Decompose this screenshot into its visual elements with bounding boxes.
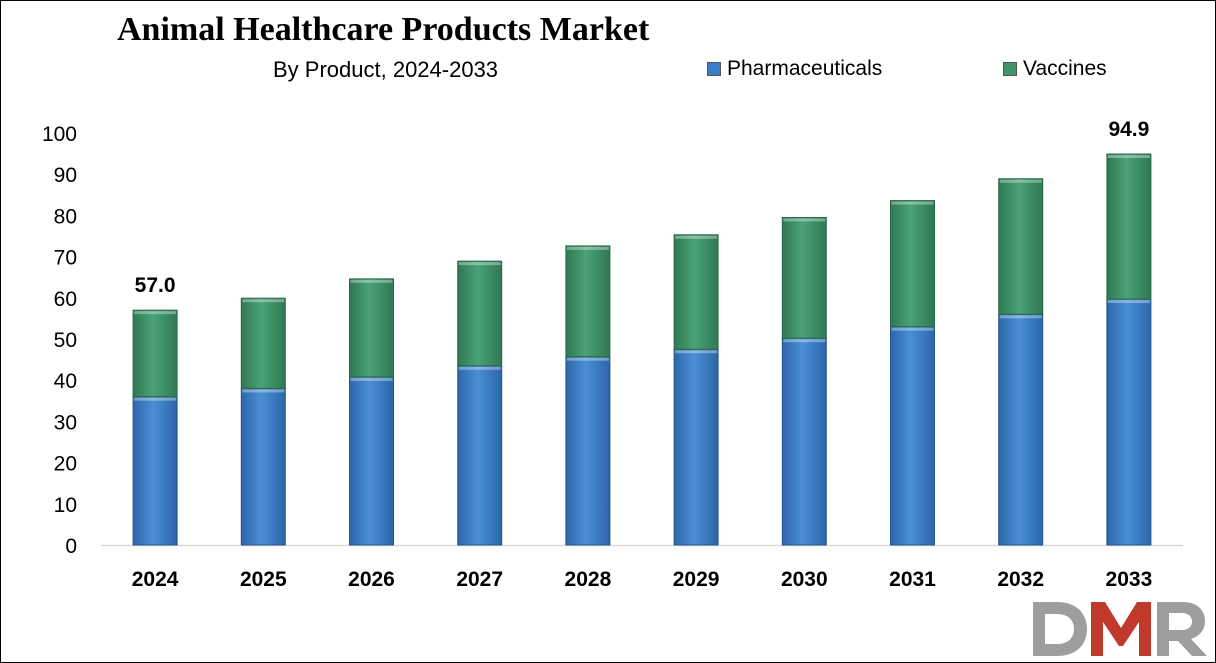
- bar-cap-vaccines-2025: [242, 299, 285, 303]
- chart-subtitle: By Product, 2024-2033: [273, 57, 499, 82]
- bar-rect-pharmaceuticals-2032: [998, 313, 1044, 546]
- bar-cap-pharmaceuticals-2033: [1107, 300, 1150, 304]
- x-tick-label-2025: 2025: [240, 568, 287, 591]
- bar-rect-pharmaceuticals-2025: [240, 387, 286, 546]
- bar-cap-pharmaceuticals-2028: [566, 357, 609, 361]
- y-tick-label-20: 20: [54, 453, 77, 476]
- chart-title: Animal Healthcare Products Market: [117, 11, 650, 48]
- x-tick-label-2030: 2030: [781, 568, 828, 591]
- bar-vaccines-2024: [132, 309, 178, 398]
- bar-rect-pharmaceuticals-2027: [457, 365, 503, 546]
- bar-rect-vaccines-2028: [565, 245, 611, 358]
- bar-pharmaceuticals-2026: [349, 376, 394, 546]
- bar-rect-vaccines-2026: [349, 278, 394, 378]
- bar-cap-vaccines-2031: [891, 201, 934, 205]
- x-tick-label-2031: 2031: [889, 568, 936, 591]
- data-label-2024: 57.0: [135, 274, 176, 297]
- bar-cap-pharmaceuticals-2024: [134, 397, 177, 401]
- bar-vaccines-2025: [240, 297, 286, 389]
- bar-cap-pharmaceuticals-2026: [350, 377, 393, 381]
- bar-rect-vaccines-2024: [132, 309, 178, 398]
- bar-cap-pharmaceuticals-2027: [458, 366, 501, 370]
- bar-rect-vaccines-2031: [890, 200, 935, 328]
- bar-pharmaceuticals-2033: [1106, 298, 1152, 546]
- bar-cap-vaccines-2026: [350, 279, 393, 283]
- bar-pharmaceuticals-2031: [890, 326, 935, 546]
- y-tick-label-100: 100: [42, 123, 77, 146]
- y-tick-label-60: 60: [54, 288, 77, 311]
- bar-cap-vaccines-2027: [458, 262, 501, 266]
- bar-vaccines-2030: [781, 216, 827, 339]
- y-tick-label-90: 90: [54, 164, 77, 187]
- bar-vaccines-2032: [998, 178, 1044, 315]
- dmr-logo: [1033, 602, 1207, 656]
- bar-cap-vaccines-2028: [566, 246, 609, 250]
- bar-pharmaceuticals-2032: [998, 313, 1044, 546]
- x-tick-label-2033: 2033: [1106, 568, 1153, 591]
- bar-cap-pharmaceuticals-2030: [783, 339, 826, 343]
- bar-rect-pharmaceuticals-2030: [781, 337, 827, 546]
- x-tick-label-2032: 2032: [997, 568, 1044, 591]
- bar-vaccines-2029: [673, 234, 719, 350]
- bar-pharmaceuticals-2029: [673, 348, 719, 546]
- bar-vaccines-2033: [1106, 153, 1152, 300]
- bar-cap-pharmaceuticals-2031: [891, 327, 934, 331]
- legend-swatch-pharmaceuticals: [707, 62, 721, 76]
- x-tick-label-2028: 2028: [565, 568, 612, 591]
- bar-cap-pharmaceuticals-2029: [675, 350, 718, 354]
- x-tick-label-2024: 2024: [132, 568, 179, 591]
- x-tick-label-2026: 2026: [348, 568, 395, 591]
- bar-cap-pharmaceuticals-2025: [242, 389, 285, 393]
- bar-vaccines-2026: [349, 278, 394, 378]
- y-tick-label-40: 40: [54, 370, 77, 393]
- bar-rect-pharmaceuticals-2029: [673, 348, 719, 546]
- bar-cap-pharmaceuticals-2032: [999, 315, 1042, 319]
- bar-cap-vaccines-2030: [783, 218, 826, 222]
- bar-rect-vaccines-2030: [781, 216, 827, 339]
- bar-cap-vaccines-2024: [134, 311, 177, 315]
- legend-item-pharmaceuticals: Pharmaceuticals: [707, 57, 882, 81]
- bar-rect-pharmaceuticals-2026: [349, 376, 394, 546]
- bar-pharmaceuticals-2024: [132, 396, 178, 546]
- bar-pharmaceuticals-2025: [240, 387, 286, 546]
- bar-rect-vaccines-2027: [457, 260, 503, 367]
- bar-rect-pharmaceuticals-2033: [1106, 298, 1152, 546]
- y-tick-label-50: 50: [54, 329, 77, 352]
- bar-vaccines-2028: [565, 245, 611, 358]
- x-tick-label-2029: 2029: [673, 568, 720, 591]
- legend-label-pharmaceuticals: Pharmaceuticals: [727, 57, 883, 80]
- legend-swatch-vaccines: [1003, 62, 1017, 76]
- bar-rect-pharmaceuticals-2028: [565, 356, 611, 546]
- bar-pharmaceuticals-2028: [565, 356, 611, 546]
- bar-vaccines-2031: [890, 200, 935, 328]
- y-tick-label-10: 10: [54, 494, 77, 517]
- bar-cap-vaccines-2032: [999, 179, 1042, 183]
- bar-pharmaceuticals-2030: [781, 337, 827, 546]
- x-tick-label-2027: 2027: [456, 568, 503, 591]
- bar-rect-vaccines-2025: [240, 297, 286, 389]
- bar-cap-vaccines-2029: [675, 235, 718, 239]
- bar-rect-vaccines-2029: [673, 234, 719, 350]
- y-tick-label-70: 70: [54, 247, 77, 270]
- bar-rect-pharmaceuticals-2031: [890, 326, 935, 546]
- labels-layer: 57.0 94.9: [135, 118, 1150, 297]
- bar-rect-vaccines-2032: [998, 178, 1044, 315]
- data-label-2033: 94.9: [1108, 118, 1149, 141]
- bars-layer: [132, 153, 1152, 546]
- bar-vaccines-2027: [457, 260, 503, 367]
- legend-item-vaccines: Vaccines: [1003, 57, 1107, 81]
- bar-cap-vaccines-2033: [1107, 155, 1150, 159]
- y-tick-label-80: 80: [54, 205, 77, 228]
- bar-pharmaceuticals-2027: [457, 365, 503, 546]
- bar-rect-vaccines-2033: [1106, 153, 1152, 300]
- bar-rect-pharmaceuticals-2024: [132, 396, 178, 546]
- y-tick-label-0: 0: [65, 535, 77, 558]
- legend-label-vaccines: Vaccines: [1023, 57, 1107, 80]
- y-tick-label-30: 30: [54, 411, 77, 434]
